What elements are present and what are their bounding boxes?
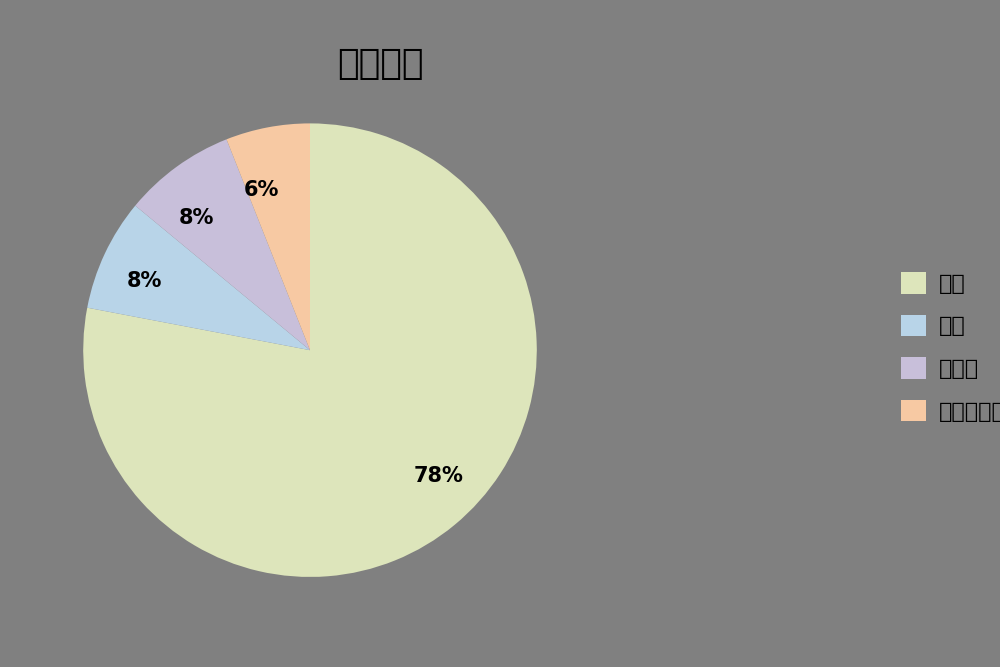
Wedge shape	[83, 123, 537, 577]
Text: 8%: 8%	[179, 208, 214, 228]
Text: 8%: 8%	[127, 271, 162, 291]
Text: 78%: 78%	[414, 466, 464, 486]
Text: 6%: 6%	[244, 180, 279, 200]
Wedge shape	[87, 205, 310, 350]
Wedge shape	[135, 139, 310, 350]
Legend: 花出, 学生, 流行者, 留学考试达标: 花出, 学生, 流行者, 留学考试达标	[895, 266, 1000, 428]
Wedge shape	[227, 123, 310, 350]
Text: 学历比例: 学历比例	[337, 47, 423, 81]
